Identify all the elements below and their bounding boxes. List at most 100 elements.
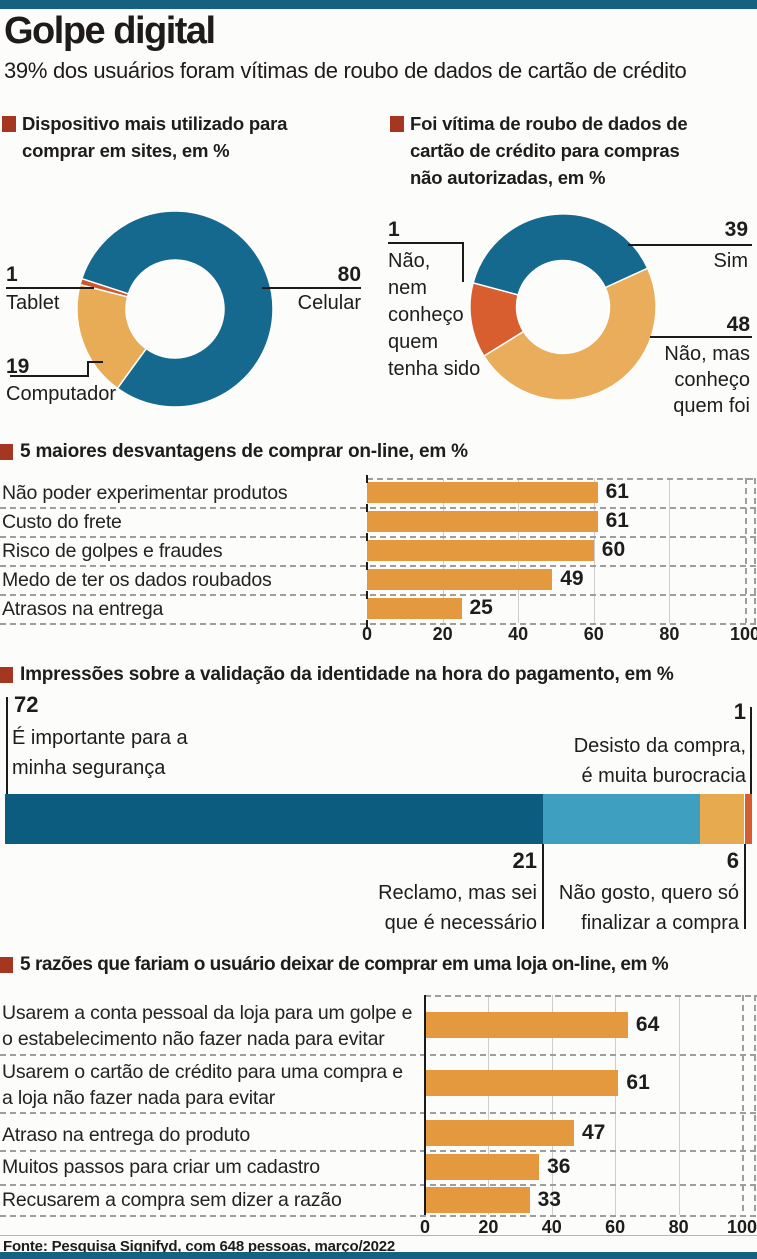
axis-tick-label: 0 bbox=[361, 624, 373, 644]
axis-tick-label: 0 bbox=[419, 1217, 431, 1237]
donut-slice bbox=[80, 210, 274, 408]
donut2-naonem-value: 1 bbox=[388, 218, 400, 241]
callout-line bbox=[6, 697, 8, 794]
bar bbox=[425, 1120, 574, 1146]
stacked-value-1: 1 bbox=[733, 699, 746, 724]
bar-value: 61 bbox=[605, 480, 629, 503]
bar bbox=[367, 569, 553, 590]
gridline bbox=[551, 995, 553, 1215]
callout-line bbox=[650, 336, 752, 338]
donut2-title-line: não autorizadas, em % bbox=[410, 167, 606, 188]
bar-row-label: Risco de golpes e fraudes bbox=[2, 540, 223, 562]
callout-line bbox=[6, 287, 94, 289]
donut1-title-line: comprar em sites, em % bbox=[22, 140, 230, 161]
section-bullet-icon bbox=[0, 667, 13, 683]
donut2-title: Foi vítima de roubo de dados de cartão d… bbox=[410, 110, 688, 191]
grid-dashed-line bbox=[0, 565, 757, 567]
bar-value: 64 bbox=[635, 1013, 660, 1036]
grid-dashed-line bbox=[0, 1054, 757, 1056]
callout-line bbox=[87, 361, 103, 363]
callout-line bbox=[10, 375, 88, 377]
axis-tick bbox=[366, 562, 368, 570]
bar-row-label: Muitos passos para criar um cadastro bbox=[2, 1156, 320, 1178]
stacked-label-line: que é necessário bbox=[384, 912, 537, 934]
stacked-label-line: minha segurança bbox=[12, 757, 166, 779]
grid-dashed-line bbox=[745, 478, 747, 623]
page-subtitle: 39% dos usuários foram vítimas de roubo … bbox=[4, 58, 687, 83]
callout-line bbox=[87, 361, 89, 377]
disadvantages-title: 5 maiores desvantagens de comprar on-lin… bbox=[20, 441, 468, 462]
donut2-naonem-label-line: conheço bbox=[388, 304, 464, 326]
stacked-label-line: é muita burocracia bbox=[581, 765, 746, 787]
stacked-value-21: 21 bbox=[512, 848, 537, 873]
grid-dashed-line bbox=[0, 1112, 757, 1114]
grid-dashed-line bbox=[0, 594, 757, 596]
bar-value: 49 bbox=[560, 567, 584, 590]
callout-line bbox=[388, 242, 464, 244]
bar bbox=[425, 1070, 619, 1096]
axis-line bbox=[424, 995, 426, 1215]
axis-tick-label: 60 bbox=[583, 624, 604, 644]
donut1-celular-value: 80 bbox=[337, 263, 361, 286]
callout-line bbox=[744, 844, 746, 929]
gridline bbox=[669, 478, 671, 623]
grid-dashed-line bbox=[425, 995, 757, 997]
grid-dashed-line bbox=[0, 1184, 757, 1186]
devices-donut bbox=[76, 210, 274, 408]
callout-line bbox=[262, 287, 361, 289]
donut2-naonem-label-line: Não, bbox=[388, 250, 431, 272]
top-accent-bar bbox=[0, 0, 757, 9]
donut2-naonem-label-line: nem bbox=[388, 277, 427, 299]
donut1-title: Dispositivo mais utilizado para comprar … bbox=[22, 110, 287, 164]
gridline bbox=[488, 995, 490, 1215]
axis-tick-label: 20 bbox=[432, 624, 453, 644]
section-bullet-icon bbox=[390, 116, 404, 132]
axis-tick-label: 100 bbox=[726, 1217, 757, 1237]
donut1-title-line: Dispositivo mais utilizado para bbox=[22, 113, 288, 134]
bar bbox=[425, 1012, 628, 1038]
bar-row-label: Atraso na entrega do produto bbox=[2, 1124, 251, 1146]
stacked-value-6: 6 bbox=[726, 848, 739, 873]
donut2-sim-value: 39 bbox=[724, 218, 748, 241]
bar-row-label: Não poder experimentar produtos bbox=[2, 482, 288, 504]
stacked-label-line: É importante para a bbox=[12, 727, 188, 749]
bar-row-label: Recusarem a compra sem dizer a razão bbox=[2, 1189, 342, 1211]
callout-line bbox=[750, 707, 752, 794]
bar-value: 33 bbox=[537, 1188, 561, 1211]
donut-slice bbox=[472, 213, 649, 296]
stacked-segment-reclamo bbox=[542, 794, 700, 844]
donut1-tablet-value: 1 bbox=[6, 263, 18, 286]
axis-tick bbox=[366, 533, 368, 541]
section-bullet-icon bbox=[2, 116, 16, 132]
footer-rule bbox=[0, 1235, 757, 1236]
axis-tick-label: 100 bbox=[729, 624, 757, 644]
bar-row-label: Atrasos na entrega bbox=[2, 598, 164, 620]
donut2-title-line: cartão de crédito para compras bbox=[410, 140, 680, 161]
bar-row-label: Usarem a conta pessoal da loja para um g… bbox=[2, 1002, 413, 1024]
bar bbox=[367, 540, 594, 561]
callout-line bbox=[542, 844, 544, 929]
section-bullet-icon bbox=[0, 444, 13, 460]
grid-dashed-line bbox=[367, 478, 757, 480]
grid-dashed-line bbox=[0, 1215, 757, 1217]
stacked-label-line: Reclamo, mas sei bbox=[378, 882, 537, 904]
grid-dashed-line bbox=[754, 995, 756, 1215]
grid-dashed-line bbox=[0, 536, 757, 538]
bar-row-label: Medo de ter os dados roubados bbox=[2, 569, 272, 591]
callout-line bbox=[628, 244, 752, 246]
grid-dashed-line bbox=[0, 623, 757, 625]
donut2-naonem-label-line: tenha sido bbox=[388, 358, 481, 380]
axis-tick bbox=[366, 620, 368, 628]
bar bbox=[367, 482, 598, 503]
donut1-computador-label: Computador bbox=[6, 383, 117, 405]
axis-tick-label: 80 bbox=[668, 1217, 689, 1237]
quit-reasons-title: 5 razões que fariam o usuário deixar de … bbox=[20, 954, 669, 975]
bar-value: 36 bbox=[547, 1155, 571, 1178]
stacked-value-72: 72 bbox=[14, 692, 39, 717]
donut-slice bbox=[79, 277, 130, 298]
donut-slice bbox=[469, 282, 525, 358]
grid-dashed-line bbox=[742, 995, 744, 1215]
page-title: Golpe digital bbox=[4, 10, 216, 52]
stacked-label-line: Desisto da compra, bbox=[573, 735, 746, 757]
